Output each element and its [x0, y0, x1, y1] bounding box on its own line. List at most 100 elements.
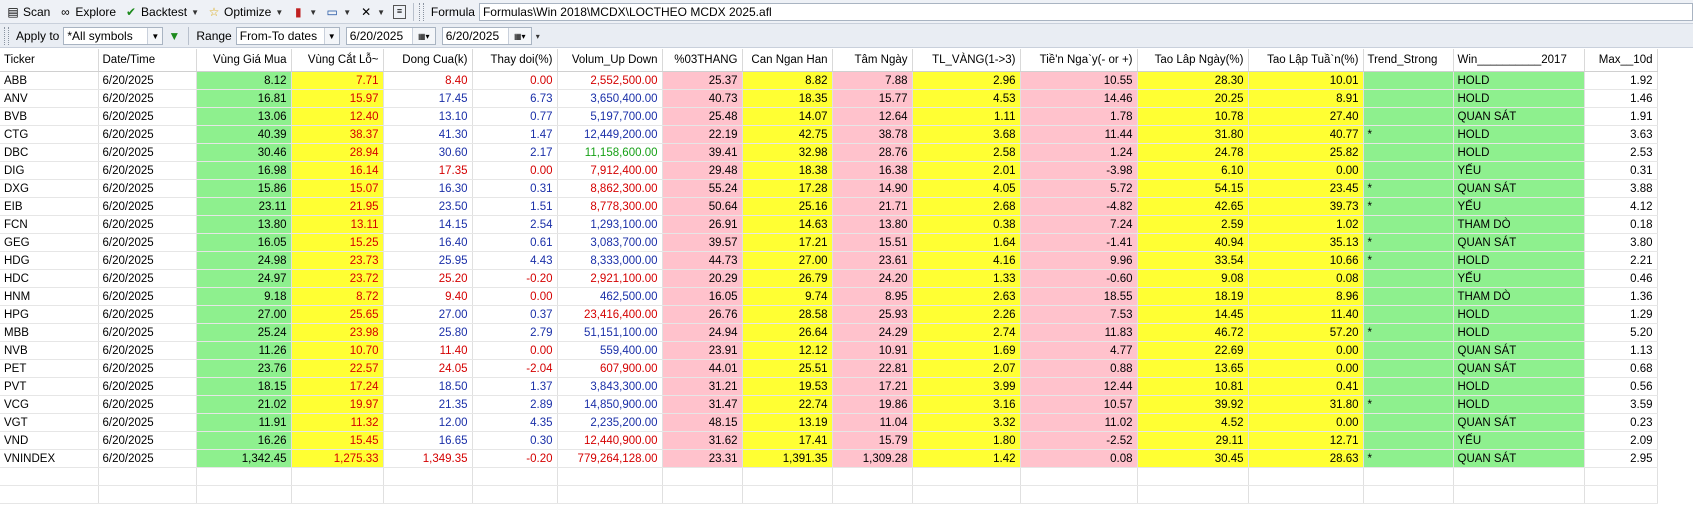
cell-03thang[interactable]: 25.48	[662, 107, 743, 126]
cell-thay-doi[interactable]: 4.35	[472, 413, 558, 432]
table-row[interactable]: HDC 6/20/2025 24.97 23.72 25.20 -0.20 2,921,10…	[0, 269, 1658, 288]
cell-dong-cua[interactable]: 8.40	[383, 71, 473, 90]
cell-tien-ngay[interactable]: -0.60	[1020, 269, 1138, 288]
cell-trend-strong[interactable]	[1363, 107, 1454, 126]
cell-vung-cat-lo[interactable]: 28.94	[291, 143, 384, 162]
cell-dong-cua[interactable]: 21.35	[383, 395, 473, 414]
chevron-down-icon[interactable]: ▼	[343, 7, 352, 17]
calendar-icon[interactable]: ▦▾	[507, 28, 531, 44]
cell-vung-gia-mua[interactable]: 24.97	[196, 269, 292, 288]
cell-win[interactable]: THAM DÒ	[1453, 215, 1585, 234]
cell-03thang[interactable]: 23.91	[662, 341, 743, 360]
cell-volum[interactable]: 607,900.00	[557, 359, 663, 378]
cell-max-10d[interactable]: 3.80	[1584, 233, 1658, 252]
cell-tao-lap-tuan[interactable]: 39.73	[1248, 197, 1364, 216]
cell-tam-ngay[interactable]: 23.61	[832, 251, 913, 270]
cell-vung-gia-mua[interactable]: 30.46	[196, 143, 292, 162]
cell-tao-lap-tuan[interactable]: 31.80	[1248, 395, 1364, 414]
cell-trend-strong[interactable]	[1363, 413, 1454, 432]
cell-date[interactable]: 6/20/2025	[98, 305, 197, 324]
cell-03thang[interactable]: 40.73	[662, 89, 743, 108]
cell-tao-lap-tuan[interactable]: 10.01	[1248, 71, 1364, 90]
col-header-vung-cat-lo[interactable]: Vùng Cắt Lỗ~	[291, 49, 384, 72]
cell-ticker[interactable]: PET	[0, 359, 99, 378]
cell-tao-lap-tuan[interactable]: 27.40	[1248, 107, 1364, 126]
cell-03thang[interactable]: 48.15	[662, 413, 743, 432]
cell-tao-lap-tuan[interactable]: 11.40	[1248, 305, 1364, 324]
cell-can-ngan-han[interactable]: 25.16	[742, 197, 833, 216]
cell-vung-gia-mua[interactable]: 15.86	[196, 179, 292, 198]
cell-date[interactable]: 6/20/2025	[98, 287, 197, 306]
cell-ticker[interactable]: PVT	[0, 377, 99, 396]
cell-tl-vang[interactable]: 1.69	[912, 341, 1021, 360]
cell-tl-vang[interactable]: 3.32	[912, 413, 1021, 432]
cell-vung-cat-lo[interactable]: 7.71	[291, 71, 384, 90]
chart-button[interactable]: ▮ ▼	[287, 2, 321, 22]
cell-max-10d[interactable]: 3.59	[1584, 395, 1658, 414]
cell-thay-doi[interactable]: 0.00	[472, 161, 558, 180]
cell-volum[interactable]: 5,197,700.00	[557, 107, 663, 126]
cell-vung-cat-lo[interactable]: 15.45	[291, 431, 384, 450]
cell-trend-strong[interactable]: *	[1363, 251, 1454, 270]
cell-vung-gia-mua[interactable]: 23.11	[196, 197, 292, 216]
cell-tien-ngay[interactable]: -1.41	[1020, 233, 1138, 252]
cell-vung-gia-mua[interactable]: 9.18	[196, 287, 292, 306]
cell-tao-lap-ngay[interactable]: 39.92	[1137, 395, 1249, 414]
cell-tam-ngay[interactable]: 15.51	[832, 233, 913, 252]
cell-can-ngan-han[interactable]: 17.41	[742, 431, 833, 450]
tools-button[interactable]: ✕ ▼	[355, 2, 389, 22]
cell-vung-cat-lo[interactable]: 16.14	[291, 161, 384, 180]
cell-tao-lap-tuan[interactable]: 1.02	[1248, 215, 1364, 234]
cell-tl-vang[interactable]: 1.80	[912, 431, 1021, 450]
cell-vung-cat-lo[interactable]: 17.24	[291, 377, 384, 396]
cell-date[interactable]: 6/20/2025	[98, 395, 197, 414]
cell-vung-gia-mua[interactable]: 16.98	[196, 161, 292, 180]
cell-vung-cat-lo[interactable]: 25.65	[291, 305, 384, 324]
cell-tao-lap-tuan[interactable]: 25.82	[1248, 143, 1364, 162]
cell-vung-cat-lo[interactable]: 11.32	[291, 413, 384, 432]
cell-ticker[interactable]: DXG	[0, 179, 99, 198]
cell-trend-strong[interactable]	[1363, 161, 1454, 180]
cell-can-ngan-han[interactable]: 18.38	[742, 161, 833, 180]
cell-vung-cat-lo[interactable]: 19.97	[291, 395, 384, 414]
cell-tao-lap-ngay[interactable]: 28.30	[1137, 71, 1249, 90]
cell-date[interactable]: 6/20/2025	[98, 107, 197, 126]
cell-win[interactable]: YẾU	[1453, 431, 1585, 450]
cell-thay-doi[interactable]: -0.20	[472, 269, 558, 288]
optimize-button[interactable]: ☆ Optimize ▼	[208, 5, 284, 19]
cell-volum[interactable]: 462,500.00	[557, 287, 663, 306]
cell-can-ngan-han[interactable]: 18.35	[742, 89, 833, 108]
cell-tien-ngay[interactable]: 9.96	[1020, 251, 1138, 270]
cell-tao-lap-ngay[interactable]: 54.15	[1137, 179, 1249, 198]
cell-dong-cua[interactable]: 16.40	[383, 233, 473, 252]
col-header-date[interactable]: Date/Time	[98, 49, 197, 72]
cell-date[interactable]: 6/20/2025	[98, 377, 197, 396]
cell-volum[interactable]: 779,264,128.00	[557, 449, 663, 468]
to-date-picker[interactable]: 6/20/2025 ▦▾	[441, 27, 532, 45]
cell-tao-lap-ngay[interactable]: 24.78	[1137, 143, 1249, 162]
table-row[interactable]: MBB 6/20/2025 25.24 23.98 25.80 2.79 51,151,10…	[0, 323, 1658, 342]
chevron-down-icon[interactable]: ▼	[275, 7, 284, 17]
cell-dong-cua[interactable]: 17.45	[383, 89, 473, 108]
cell-thay-doi[interactable]: 6.73	[472, 89, 558, 108]
cell-tl-vang[interactable]: 1.64	[912, 233, 1021, 252]
cell-dong-cua[interactable]: 13.10	[383, 107, 473, 126]
cell-tam-ngay[interactable]: 15.79	[832, 431, 913, 450]
cell-tao-lap-ngay[interactable]: 18.19	[1137, 287, 1249, 306]
cell-vung-gia-mua[interactable]: 1,342.45	[196, 449, 292, 468]
cell-date[interactable]: 6/20/2025	[98, 431, 197, 450]
cell-ticker[interactable]: ABB	[0, 71, 99, 90]
cell-volum[interactable]: 11,158,600.00	[557, 143, 663, 162]
cell-tam-ngay[interactable]: 1,309.28	[832, 449, 913, 468]
cell-win[interactable]: YẾU	[1453, 269, 1585, 288]
cell-tien-ngay[interactable]: 0.88	[1020, 359, 1138, 378]
toolbar-grip[interactable]	[419, 3, 424, 21]
cell-date[interactable]: 6/20/2025	[98, 215, 197, 234]
cell-tao-lap-ngay[interactable]: 14.45	[1137, 305, 1249, 324]
cell-dong-cua[interactable]: 23.50	[383, 197, 473, 216]
cell-thay-doi[interactable]: 2.79	[472, 323, 558, 342]
cell-vung-gia-mua[interactable]: 16.26	[196, 431, 292, 450]
cell-ticker[interactable]: HDC	[0, 269, 99, 288]
cell-tao-lap-ngay[interactable]: 33.54	[1137, 251, 1249, 270]
explore-button[interactable]: ∞ Explore	[54, 2, 120, 22]
